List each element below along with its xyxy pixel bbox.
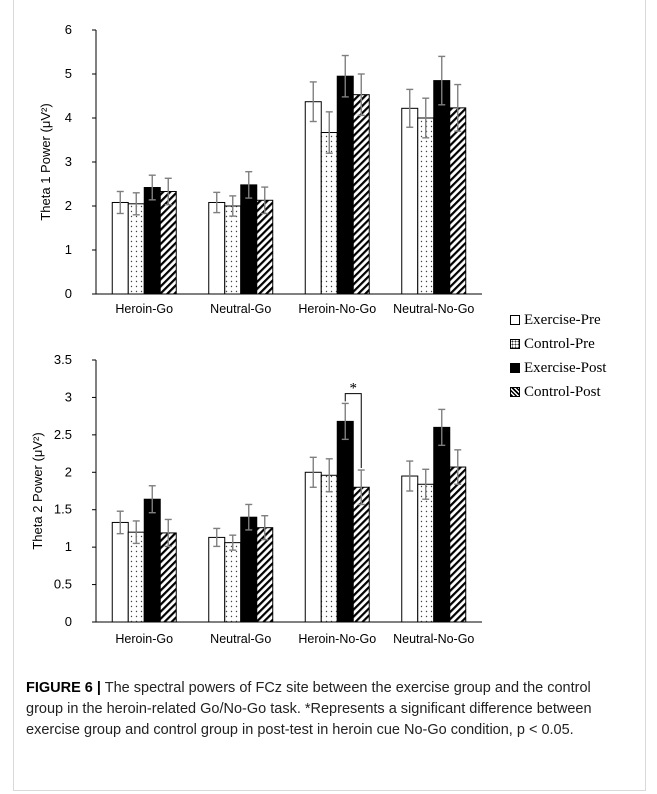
legend-swatch-hatch [510, 387, 520, 397]
bar-control-post [256, 199, 274, 295]
bar-exercise-post [143, 187, 161, 295]
legend-label: Control-Pre [524, 335, 595, 352]
legend-label: Exercise-Pre [524, 311, 601, 328]
bar-exercise-pre [401, 475, 419, 623]
y-tick-label: 0 [65, 286, 72, 301]
y-tick-label: 6 [65, 22, 72, 37]
x-category-label: Neutral-Go [210, 302, 271, 316]
significance-marker: * [350, 381, 358, 397]
figure-label: FIGURE 6 | [26, 680, 101, 696]
y-tick-label: 2 [65, 464, 72, 479]
y-tick-label: 3 [65, 389, 72, 404]
y-tick-label: 3 [65, 154, 72, 169]
bar-exercise-post [240, 516, 258, 623]
y-tick-label: 5 [65, 66, 72, 81]
legend-item-control-post: Control-Post [510, 380, 606, 404]
legend-item-exercise-pre: Exercise-Pre [510, 308, 606, 332]
y-tick-label: 1.5 [54, 502, 72, 517]
y-tick-label: 0.5 [54, 577, 72, 592]
y-tick-label: 2.5 [54, 427, 72, 442]
bar-control-pre [320, 132, 338, 295]
legend-swatch-black [510, 363, 520, 373]
bar-control-post [449, 466, 467, 623]
legend-swatch-dots [510, 339, 520, 349]
bar-exercise-post [240, 184, 258, 295]
x-category-label: Heroin-No-Go [298, 632, 376, 646]
x-category-label: Neutral-No-Go [393, 302, 474, 316]
legend-label: Exercise-Post [524, 359, 607, 376]
y-tick-label: 2 [65, 198, 72, 213]
y-tick-label: 3.5 [54, 352, 72, 367]
bar-exercise-pre [208, 201, 226, 295]
bar-exercise-post [336, 420, 354, 623]
x-category-label: Heroin-Go [115, 302, 173, 316]
bar-control-pre [224, 542, 242, 623]
x-category-label: Heroin-No-Go [298, 302, 376, 316]
bar-control-post [352, 486, 370, 623]
bar-control-post [352, 94, 370, 295]
bar-control-pre [417, 117, 435, 295]
legend-item-control-pre: Control-Pre [510, 332, 606, 356]
bar-exercise-pre [208, 536, 226, 623]
bar-control-pre [127, 203, 145, 295]
x-category-label: Heroin-Go [115, 632, 173, 646]
y-tick-label: 1 [65, 539, 72, 554]
x-category-label: Neutral-No-Go [393, 632, 474, 646]
bar-control-pre [320, 474, 338, 623]
x-category-label: Neutral-Go [210, 632, 271, 646]
theta1-chart: 0 1 2 3 4 5 6 Theta 1 Power (μV²) Heroin-Go Neutr… [38, 22, 482, 316]
bar-exercise-pre [111, 521, 129, 623]
y-axis-label: Theta 1 Power (μV²) [38, 103, 53, 220]
y-axis-label: Theta 2 Power (μV²) [30, 432, 45, 549]
y-tick-label: 4 [65, 110, 72, 125]
bar-exercise-pre [111, 201, 129, 295]
bar-control-pre [417, 483, 435, 623]
caption-text: The spectral powers of FCz site between … [26, 680, 592, 738]
bar-control-post [159, 190, 177, 295]
bar-exercise-pre [304, 101, 322, 295]
figure-caption: FIGURE 6 | The spectral powers of FCz si… [26, 678, 626, 741]
figure-frame [13, 0, 646, 791]
bar-control-post [449, 107, 467, 295]
significance-bracket [344, 393, 362, 469]
y-tick-label: 0 [65, 614, 72, 629]
legend-item-exercise-post: Exercise-Post [510, 356, 606, 380]
bar-exercise-pre [304, 471, 322, 623]
bar-exercise-post [433, 426, 451, 623]
legend: Exercise-Pre Control-Pre Exercise-Post C… [510, 308, 606, 404]
y-tick-label: 1 [65, 242, 72, 257]
bar-control-pre [224, 205, 242, 295]
bar-control-pre [127, 531, 145, 623]
bar-exercise-post [433, 80, 451, 295]
bar-exercise-post [143, 498, 161, 623]
bar-exercise-pre [401, 107, 419, 295]
legend-label: Control-Post [524, 383, 601, 400]
theta2-chart: 0 0.5 1 1.5 2 2.5 3 3.5 Theta 2 Power (μV²) Heroi… [30, 352, 482, 646]
bar-control-post [256, 527, 274, 623]
legend-swatch-white [510, 315, 520, 325]
bar-exercise-post [336, 75, 354, 295]
